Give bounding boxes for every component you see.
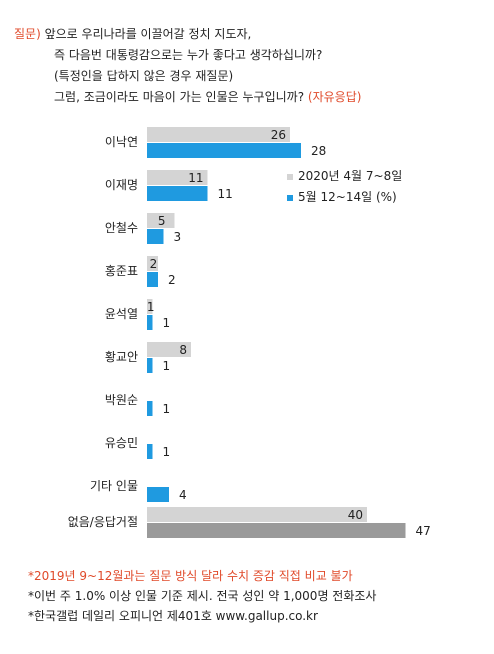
bar-may	[147, 229, 164, 244]
legend-label: 5월 12~14일 (%)	[298, 190, 397, 204]
bar-april	[147, 342, 191, 357]
bar-april	[147, 507, 367, 522]
category-label: 윤석열	[105, 307, 138, 321]
question-text-4: 그럼, 조금이라도 마음이 가는 인물은 누구입니까?	[54, 90, 305, 104]
question-text-1: 앞으로 우리나라를 이끌어갈 정치 지도자,	[44, 27, 252, 41]
bar-may	[147, 315, 153, 330]
question-line-3: (특정인을 답하지 않은 경우 재질문)	[14, 66, 484, 87]
footnote-source: *한국갤럽 데일리 오피니언 제401호 www.gallup.co.kr	[28, 609, 318, 623]
category-label: 황교안	[105, 350, 138, 364]
question-line-1: 질문) 앞으로 우리나라를 이끌어갈 정치 지도자,	[14, 24, 484, 45]
legend-label: 2020년 4월 7~8일	[298, 169, 402, 183]
bar-may	[147, 358, 153, 373]
data-label: 1	[147, 300, 155, 314]
question-text-2: 즉 다음번 대통령감으로는 누가 좋다고 생각하십니까?	[54, 48, 323, 62]
question-line-4: 그럼, 조금이라도 마음이 가는 인물은 누구입니까? (자유응답)	[14, 87, 484, 108]
footnote-criteria: *이번 주 1.0% 이상 인물 기준 제시. 전국 성인 약 1,000명 전…	[28, 589, 377, 603]
category-label: 이재명	[105, 178, 138, 192]
category-label: 없음/응답거절	[68, 515, 138, 529]
data-label: 4	[179, 488, 187, 502]
bar-may	[147, 487, 169, 502]
question-block: 질문) 앞으로 우리나라를 이끌어갈 정치 지도자, 즉 다음번 대통령감으로는…	[14, 24, 484, 108]
data-label: 5	[158, 214, 166, 228]
data-label: 1	[163, 359, 171, 373]
category-label: 유승민	[105, 436, 138, 450]
bar-may	[147, 523, 406, 538]
question-free-response: (자유응답)	[307, 90, 362, 104]
footnote-comparison: *2019년 9~12월과는 질문 방식 달라 수치 증감 직접 비교 불가	[28, 569, 353, 583]
bar-may	[147, 143, 301, 158]
data-label: 2	[150, 257, 158, 271]
category-label: 기타 인물	[90, 479, 138, 493]
category-label: 이낙연	[105, 135, 138, 149]
bar-may	[147, 272, 158, 287]
data-label: 1	[163, 316, 171, 330]
question-text-3: (특정인을 답하지 않은 경우 재질문)	[54, 69, 234, 83]
data-label: 1	[163, 402, 171, 416]
question-tag: 질문)	[14, 27, 41, 41]
data-label: 11	[218, 187, 233, 201]
data-label: 28	[311, 144, 326, 158]
category-label: 안철수	[105, 221, 138, 235]
data-label: 47	[416, 524, 431, 538]
bar-may	[147, 401, 153, 416]
bar-april	[147, 213, 175, 228]
bar-may	[147, 444, 153, 459]
bar-april	[147, 299, 153, 314]
category-label: 홍준표	[105, 264, 138, 278]
data-label: 2	[168, 273, 176, 287]
legend-swatch	[287, 195, 293, 201]
data-label: 26	[271, 128, 286, 142]
question-line-2: 즉 다음번 대통령감으로는 누가 좋다고 생각하십니까?	[14, 45, 484, 66]
bar-april	[147, 127, 290, 142]
data-label: 8	[179, 343, 187, 357]
footnotes: *2019년 9~12월과는 질문 방식 달라 수치 증감 직접 비교 불가 *…	[28, 566, 376, 626]
data-label: 40	[348, 508, 363, 522]
bar-april	[147, 170, 208, 185]
data-label: 3	[174, 230, 182, 244]
data-label: 1	[163, 445, 171, 459]
legend-swatch	[287, 174, 293, 180]
data-label: 11	[188, 171, 203, 185]
bar-april	[147, 256, 158, 271]
bar-may	[147, 186, 208, 201]
category-label: 박원순	[105, 393, 138, 407]
